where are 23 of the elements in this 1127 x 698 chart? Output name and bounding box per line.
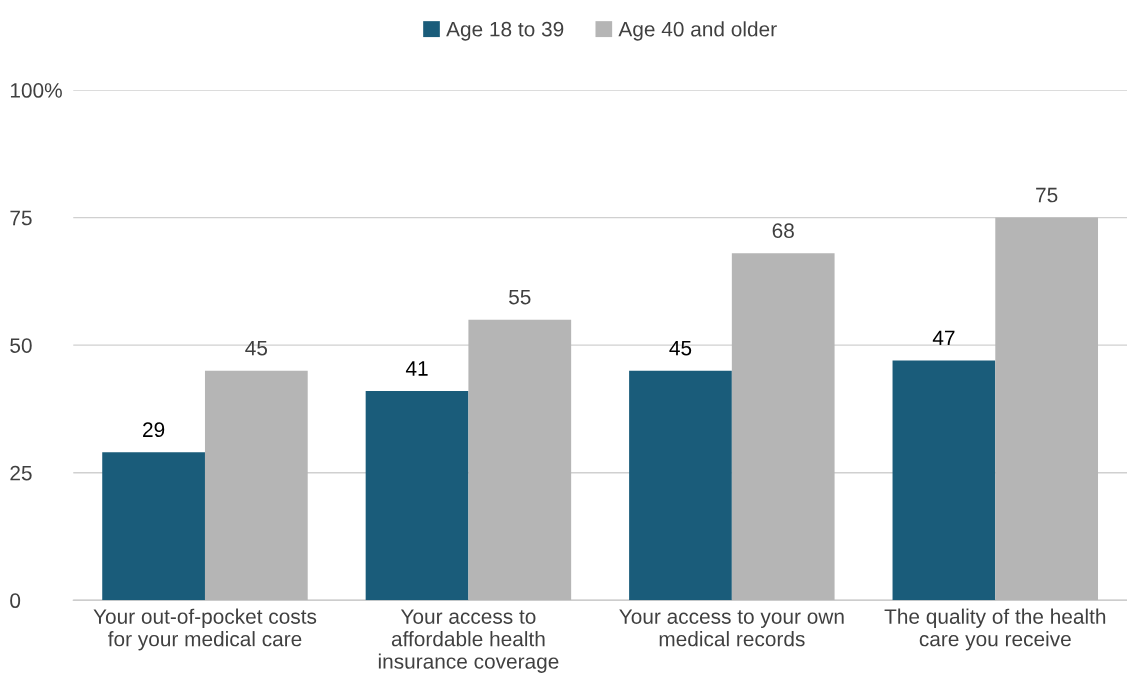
y-tick-label: 0 xyxy=(10,593,21,609)
y-tick-label: 75 xyxy=(10,210,32,226)
bar xyxy=(102,452,205,601)
x-tick-label: Your access to your own medical records xyxy=(619,609,844,647)
data-label: 29 xyxy=(143,422,165,438)
legend-label: Age 18 to 39 xyxy=(446,21,564,41)
data-label: 45 xyxy=(669,340,692,356)
data-label: 41 xyxy=(405,361,428,376)
y-tick-label: 100% xyxy=(10,83,62,98)
data-label: 75 xyxy=(1036,187,1058,203)
x-tick-label: The quality of the health care you receive xyxy=(884,608,1106,651)
data-label: 45 xyxy=(245,340,268,356)
data-label: 68 xyxy=(772,223,794,239)
bar xyxy=(365,391,469,601)
y-tick-label: 50 xyxy=(10,338,32,353)
bar xyxy=(892,360,996,601)
y-tick-label: 25 xyxy=(10,465,32,481)
data-label: 47 xyxy=(932,330,955,346)
legend-label: Age 40 and older xyxy=(618,21,777,41)
x-tick-label: Your out-of-pocket costs for your medical care xyxy=(93,608,317,651)
bar xyxy=(629,370,732,601)
data-label: 55 xyxy=(509,289,531,305)
x-tick-label: Your access to affordable health insurance coverage xyxy=(378,609,559,673)
